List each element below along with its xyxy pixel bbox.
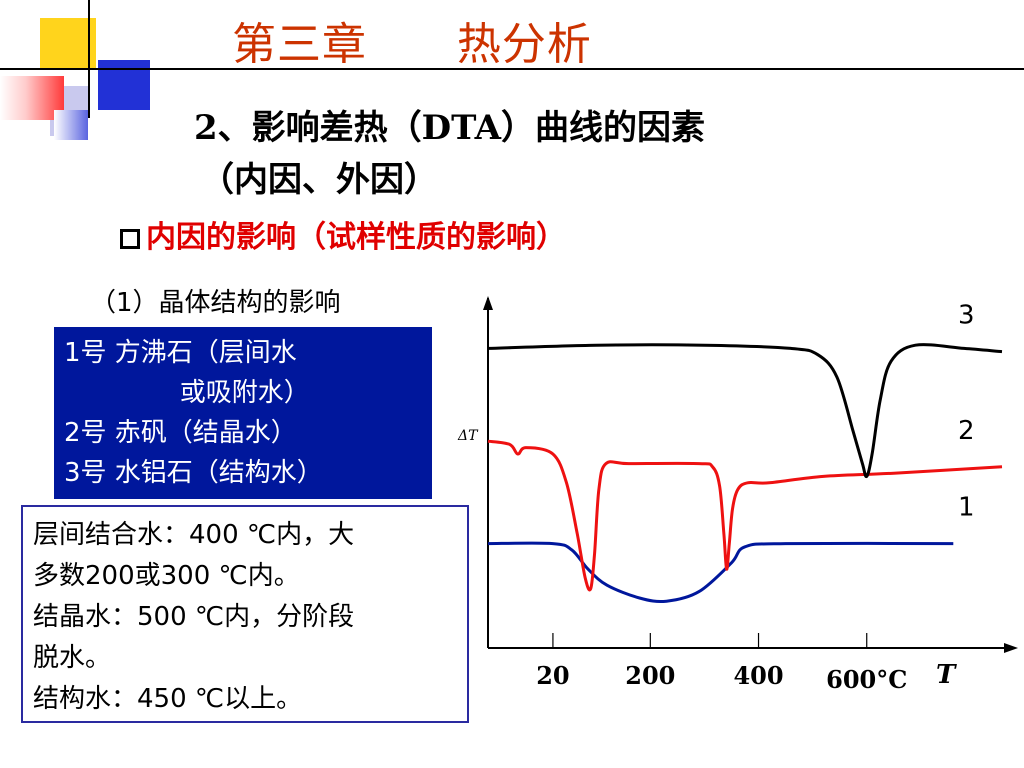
header-rule — [0, 68, 1024, 70]
dta-chart: ΔT T 20 200 400 600°C 1 2 3 — [457, 296, 1018, 694]
note-line: 结晶水：500 ℃内，分阶段 — [33, 602, 355, 632]
deco-blue-gradient — [54, 110, 88, 140]
section-heading-text: 内因的影响（试样性质的影响） — [146, 220, 566, 255]
curve-2 — [487, 439, 1003, 592]
note-line: 脱水。 — [33, 643, 112, 673]
sample-legend-line: 或吸附水） — [64, 378, 310, 408]
deco-pink-gradient — [0, 76, 64, 120]
slide-title: 第三章 热分析 — [232, 19, 592, 70]
note-line: 结构水：450 ℃以上。 — [33, 684, 303, 714]
note-line: 层间结合水：400 ℃内，大 — [33, 520, 355, 550]
sample-legend-line: 3号 水铝石（结构水） — [64, 458, 323, 488]
x-tick-label: 200 — [625, 661, 675, 690]
x-axis-arrow-icon — [1004, 643, 1018, 653]
x-tick-label: 600°C — [826, 665, 907, 694]
header-vertical-rule — [88, 0, 90, 118]
note-line: 多数200或300 ℃内。 — [33, 561, 300, 591]
subtitle-line-1: 2、影响差热（DTA）曲线的因素 — [194, 108, 705, 148]
notes-box: 层间结合水：400 ℃内，大 多数200或300 ℃内。 结晶水：500 ℃内，… — [21, 505, 469, 723]
curve-1 — [487, 541, 954, 604]
x-ticks: 20 200 400 600°C — [536, 633, 907, 694]
item-heading: （1）晶体结构的影响 — [90, 288, 341, 318]
sample-legend-box: 1号 方沸石（层间水 或吸附水） 2号 赤矾（结晶水） 3号 水铝石（结构水） — [54, 327, 432, 499]
deco-yellow-square — [40, 18, 96, 70]
curves — [487, 343, 1003, 604]
sample-legend-line: 2号 赤矾（结晶水） — [64, 418, 297, 448]
y-axis-arrow-icon — [483, 296, 493, 310]
curve-3 — [487, 343, 1003, 479]
curve-label-2: 2 — [958, 416, 975, 446]
sample-legend-line: 1号 方沸石（层间水 — [64, 338, 297, 368]
x-tick-label: 20 — [536, 661, 569, 690]
x-axis-label: T — [936, 660, 957, 690]
subtitle-line-2: （内因、外因） — [200, 160, 438, 200]
x-tick-label: 400 — [733, 661, 783, 690]
curve-label-3: 3 — [958, 301, 975, 331]
curve-label-1: 1 — [958, 493, 975, 523]
y-axis-label: ΔT — [457, 428, 479, 444]
bullet-box-icon — [120, 229, 140, 249]
curve-labels: 1 2 3 — [958, 301, 975, 523]
section-heading: 内因的影响（试样性质的影响） — [120, 212, 566, 256]
